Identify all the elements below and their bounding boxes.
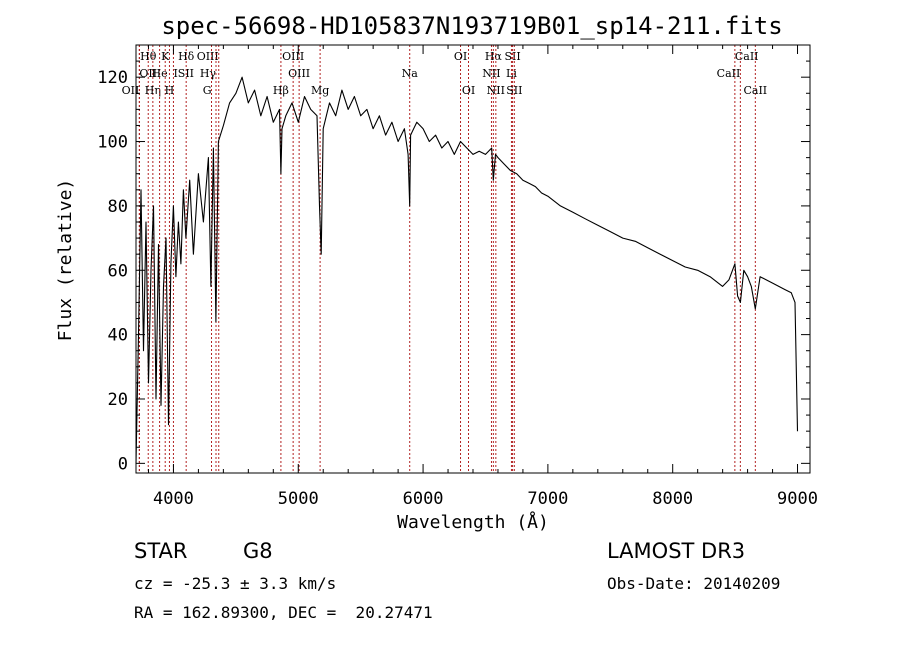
spectral-line-label: Li <box>506 67 517 80</box>
spectral-line-label: NII <box>482 67 500 80</box>
y-tick-label: 120 <box>97 68 128 88</box>
spectral-line-label: OIII <box>282 50 304 63</box>
spectral-line-label: Hδ <box>178 50 195 63</box>
y-tick-label: 20 <box>108 390 128 410</box>
observation-date: Obs-Date: 20140209 <box>607 574 781 593</box>
spectral-line-label: Hη <box>145 84 161 97</box>
spectral-line-label: G <box>203 84 212 97</box>
y-tick-label: 40 <box>108 326 128 346</box>
spectral-line-label: Hθ <box>140 50 157 63</box>
spectral-line-label: OII <box>122 84 140 97</box>
spectral-line-label: NII <box>487 84 505 97</box>
spectral-line-label: H <box>165 84 175 97</box>
y-axis-label: Flux (relative) <box>55 179 76 342</box>
spectral-line-label: Hγ <box>200 67 217 80</box>
y-tick-label: 80 <box>108 197 128 217</box>
survey-name: LAMOST DR3 <box>607 539 746 563</box>
spectral-line-label: OI <box>462 84 475 97</box>
spectral-line-label: He <box>152 67 168 80</box>
axis-ticks: 4000 5000 6000 7000 8000 9000 0 20 40 60 80 100 120 <box>97 44 818 509</box>
spectral-line-label: Hβ <box>273 84 289 97</box>
coordinates-readout: RA = 162.89300, DEC = 20.27471 <box>134 603 433 622</box>
y-tick-label: 60 <box>108 261 128 281</box>
spectral-line-label: OI <box>454 50 467 63</box>
spectral-line-label: OIII <box>197 50 219 63</box>
spectral-line-label: ISII <box>173 67 194 80</box>
x-tick-label: 8000 <box>652 489 693 509</box>
spectral-line-label: Hα <box>485 50 503 63</box>
x-tick-label: 4000 <box>153 489 194 509</box>
x-tick-label: 5000 <box>278 489 319 509</box>
object-subclass: G8 <box>243 539 273 563</box>
spectral-line-label: CaII <box>743 84 767 97</box>
spectral-line-label: Mg <box>311 84 329 97</box>
spectral-line-label: CaII <box>717 67 741 80</box>
spectral-line-label: SII <box>506 84 522 97</box>
x-tick-label: 6000 <box>403 489 444 509</box>
y-tick-label: 100 <box>97 133 128 153</box>
spectral-line-label: SII <box>504 50 520 63</box>
spectral-line-label: OIII <box>288 67 310 80</box>
spectrum-line <box>135 76 799 464</box>
plot-frame <box>135 44 811 474</box>
x-axis-label: Wavelength (Å) <box>397 511 549 533</box>
chart-title: spec-56698-HD105837N193719B01_sp14-211.f… <box>161 12 782 40</box>
x-tick-label: 9000 <box>777 489 818 509</box>
y-tick-label: 0 <box>118 454 128 474</box>
spectral-line-label: Na <box>402 67 419 80</box>
x-tick-label: 7000 <box>527 489 568 509</box>
object-class: STAR <box>134 539 188 563</box>
spectral-line-label: K <box>161 50 170 63</box>
redshift-readout: cz = -25.3 ± 3.3 km/s <box>134 574 337 593</box>
